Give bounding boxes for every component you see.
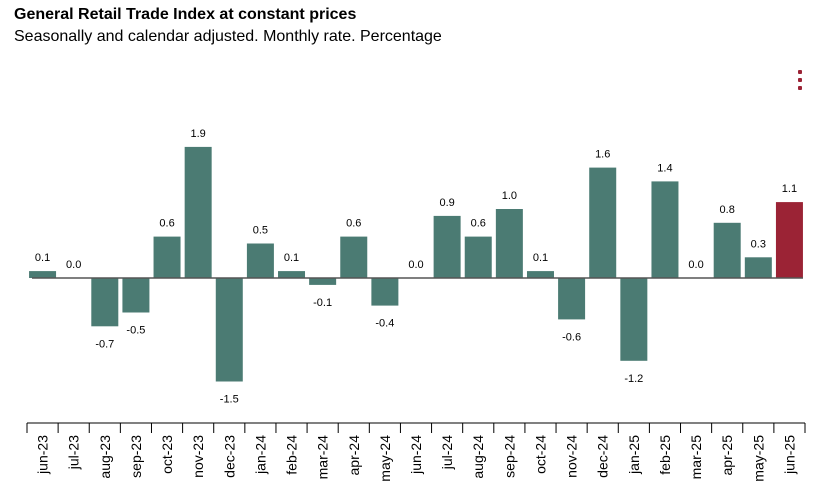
tick-label-oct-23: oct-23 — [159, 435, 175, 474]
tick-label-dec-23: dec-23 — [221, 435, 237, 478]
vertical-dots-icon[interactable] — [792, 70, 808, 90]
bar-feb-25 — [651, 181, 679, 278]
bar-jan-25 — [620, 278, 648, 361]
value-label-feb-25: 1.4 — [657, 162, 672, 174]
value-label-feb-24: 0.1 — [284, 252, 299, 264]
chart-subtitle: Seasonally and calendar adjusted. Monthl… — [14, 28, 442, 45]
value-label-apr-25: 0.8 — [720, 204, 735, 216]
tick-label-sep-23: sep-23 — [128, 435, 144, 478]
tick-label-mar-24: mar-24 — [315, 435, 331, 480]
bar-feb-24 — [278, 271, 306, 278]
value-label-jul-24: 0.9 — [439, 197, 454, 209]
value-label-dec-23: -1.5 — [220, 394, 239, 406]
value-label-jan-25: -1.2 — [624, 373, 643, 385]
bar-dec-23 — [215, 278, 243, 382]
tick-label-nov-23: nov-23 — [190, 435, 206, 478]
tick-label-oct-24: oct-24 — [532, 435, 548, 474]
tick-label-sep-24: sep-24 — [501, 435, 517, 478]
value-label-jun-23: 0.1 — [35, 252, 50, 264]
bar-jul-24 — [433, 215, 461, 278]
tick-label-jul-23: jul-23 — [66, 435, 82, 470]
bar-apr-25 — [713, 222, 741, 278]
tick-label-aug-23: aug-23 — [97, 435, 113, 479]
tick-label-jul-24: jul-24 — [439, 435, 455, 470]
bar-aug-24 — [464, 236, 492, 278]
value-label-apr-24: 0.6 — [346, 218, 361, 230]
value-label-mar-24: -0.1 — [313, 297, 332, 309]
value-label-aug-23: -0.7 — [95, 338, 114, 350]
tick-label-jun-24: jun-24 — [408, 435, 424, 475]
bar-mar-24 — [309, 278, 337, 285]
value-label-jun-25: 1.1 — [782, 183, 797, 195]
bar-aug-23 — [91, 278, 119, 327]
value-label-may-25: 0.3 — [751, 238, 766, 250]
bar-apr-24 — [340, 236, 368, 278]
tick-label-jan-24: jan-24 — [252, 435, 268, 475]
value-label-may-24: -0.4 — [375, 318, 394, 330]
tick-label-jan-25: jan-25 — [626, 435, 642, 475]
tick-label-feb-24: feb-24 — [284, 435, 300, 475]
tick-label-aug-24: aug-24 — [470, 435, 486, 479]
tick-label-mar-25: mar-25 — [688, 435, 704, 480]
tick-label-jun-25: jun-25 — [781, 435, 797, 475]
bar-oct-24 — [526, 271, 554, 278]
bar-jun-23 — [29, 271, 57, 278]
value-label-jun-24: 0.0 — [408, 259, 423, 271]
tick-label-may-24: may-24 — [377, 435, 393, 482]
tick-label-apr-25: apr-25 — [719, 435, 735, 476]
bar-may-24 — [371, 278, 399, 306]
bar-jun-25 — [775, 202, 803, 278]
tick-label-may-25: may-25 — [750, 435, 766, 482]
bar-nov-23 — [184, 146, 212, 278]
bar-oct-23 — [153, 236, 181, 278]
bar-jan-24 — [246, 243, 274, 278]
value-label-jul-23: 0.0 — [66, 259, 81, 271]
value-label-oct-24: 0.1 — [533, 252, 548, 264]
bar-sep-24 — [495, 209, 523, 278]
bar-sep-23 — [122, 278, 150, 313]
value-label-jan-24: 0.5 — [253, 225, 268, 237]
tick-label-feb-25: feb-25 — [657, 435, 673, 475]
bar-nov-24 — [558, 278, 586, 320]
value-label-oct-23: 0.6 — [159, 218, 174, 230]
tick-label-jun-23: jun-23 — [35, 435, 51, 475]
bar-may-25 — [744, 257, 772, 278]
bar-dec-24 — [589, 167, 617, 278]
tick-label-apr-24: apr-24 — [346, 435, 362, 476]
value-label-dec-24: 1.6 — [595, 149, 610, 161]
value-label-nov-24: -0.6 — [562, 331, 581, 343]
value-label-sep-23: -0.5 — [126, 325, 145, 337]
value-label-aug-24: 0.6 — [471, 218, 486, 230]
chart-title: General Retail Trade Index at constant p… — [14, 6, 357, 23]
value-label-sep-24: 1.0 — [502, 190, 517, 202]
tick-label-nov-24: nov-24 — [564, 435, 580, 478]
tick-label-dec-24: dec-24 — [595, 435, 611, 478]
value-label-mar-25: 0.0 — [688, 259, 703, 271]
value-label-nov-23: 1.9 — [191, 128, 206, 140]
